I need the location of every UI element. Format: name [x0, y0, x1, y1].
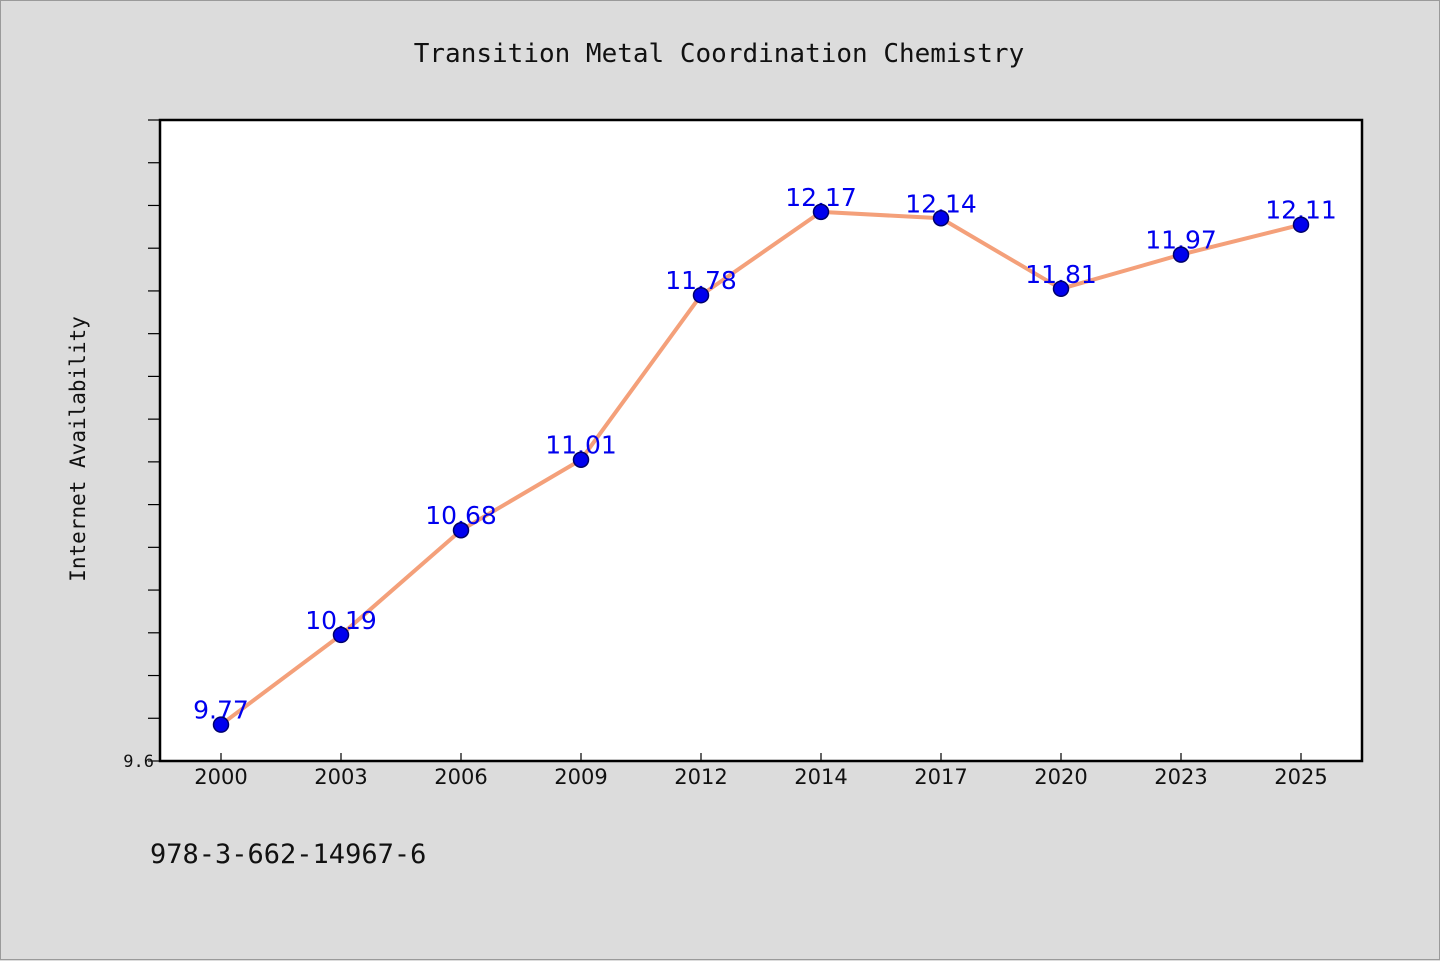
x-tick-label: 2009	[554, 765, 607, 789]
data-point	[1052, 280, 1070, 298]
data-point	[572, 451, 590, 468]
data-point	[452, 521, 470, 539]
x-tick-label: 2017	[914, 765, 967, 789]
x-tick-label: 2014	[794, 765, 847, 789]
x-tick-label: 2006	[434, 765, 487, 789]
data-point	[1292, 216, 1310, 233]
data-point	[212, 716, 230, 733]
x-tick-label: 2025	[1274, 765, 1327, 789]
plot-area	[158, 118, 1364, 763]
x-tick-label: 2012	[674, 765, 727, 789]
x-tick-label: 2023	[1154, 765, 1207, 789]
chart-title: Transition Metal Coordination Chemistry	[414, 39, 1024, 69]
series-line	[219, 209, 1302, 727]
x-tick-label: 2003	[314, 765, 367, 789]
isbn-text: 978-3-662-14967-6	[150, 839, 426, 870]
x-axis: 2000 2003 2006 2009 2012 2014 2017 2020 2023 2025	[194, 753, 1328, 789]
y-axis-label: Internet Availability	[66, 316, 90, 582]
data-point	[1172, 246, 1190, 263]
data-point	[692, 286, 710, 304]
x-tick-label: 2020	[1034, 765, 1087, 789]
data-point	[932, 210, 950, 227]
data-point	[812, 203, 830, 221]
data-point	[332, 626, 350, 644]
x-tick-label: 2000	[194, 765, 247, 789]
y-axis-ticks	[148, 119, 160, 762]
y-tick-label: 9.6	[123, 752, 154, 772]
